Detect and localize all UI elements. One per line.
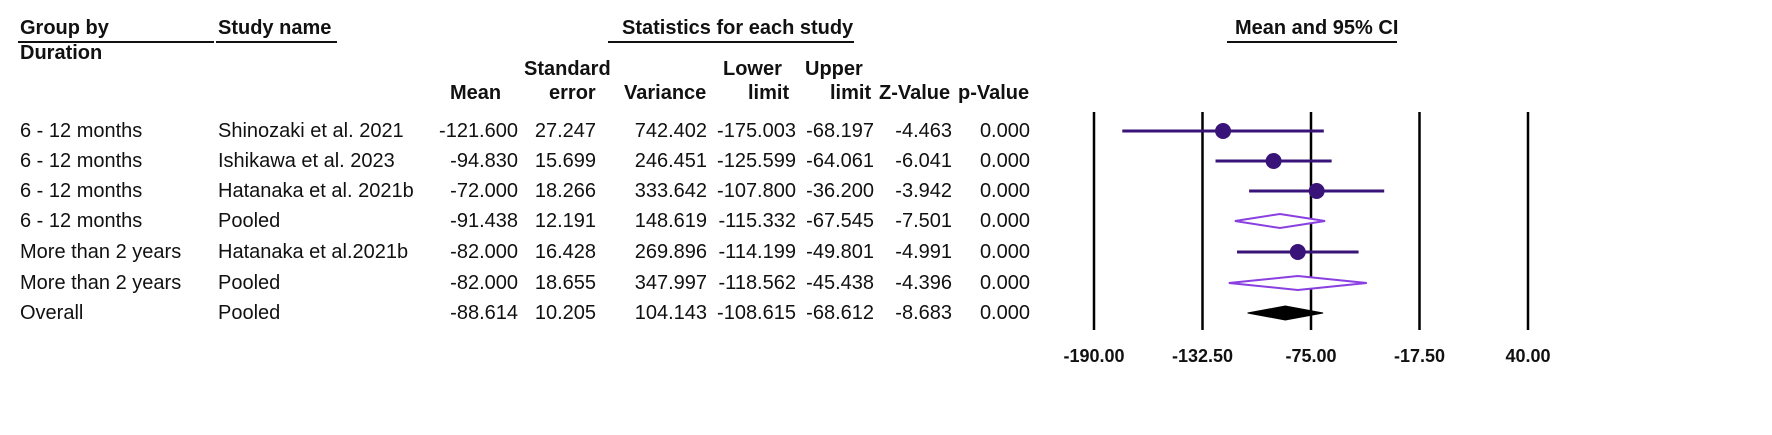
upper-cell: -67.545	[806, 210, 874, 232]
x-tick-label: -190.00	[1063, 346, 1124, 366]
p-cell: 0.000	[979, 210, 1030, 232]
plot-underline	[1227, 41, 1397, 43]
variance-cell: 347.997	[634, 272, 707, 294]
upper-cell: -45.438	[806, 272, 874, 294]
p-cell: 0.000	[979, 241, 1030, 263]
variance-cell: 333.642	[634, 180, 707, 202]
p-cell: 0.000	[979, 180, 1030, 202]
mean-cell: -121.600	[439, 120, 518, 142]
variance-cell: 148.619	[634, 210, 707, 232]
overall-diamond	[1247, 305, 1324, 321]
group-cell: Overall	[20, 302, 84, 324]
upper-header-line1: Upper	[805, 58, 863, 80]
group-cell: 6 - 12 months	[20, 150, 143, 172]
study-cell: Pooled	[218, 302, 281, 324]
study-cell: Hatanaka et al. 2021b	[218, 180, 414, 202]
plot-title: Mean and 95% CI	[1235, 17, 1399, 39]
z-cell: -4.463	[895, 120, 952, 142]
p-header: p-Value	[958, 82, 1030, 104]
se-cell: 27.247	[534, 120, 596, 142]
variance-cell: 246.451	[634, 150, 707, 172]
study-cell: Shinozaki et al. 2021	[218, 120, 404, 142]
z-header: Z-Value	[879, 82, 951, 104]
group-cell: More than 2 years	[20, 241, 182, 263]
variance-cell: 104.143	[634, 302, 707, 324]
x-tick-label: -75.00	[1285, 346, 1336, 366]
x-tick-label: -17.50	[1394, 346, 1445, 366]
z-cell: -4.991	[895, 241, 952, 263]
duration-header: Duration	[20, 42, 103, 64]
z-cell: -3.942	[895, 180, 952, 202]
mean-cell: -82.000	[450, 272, 518, 294]
x-tick-label: -132.50	[1172, 346, 1233, 366]
variance-cell: 742.402	[634, 120, 707, 142]
mean-cell: -82.000	[450, 241, 518, 263]
group-cell: More than 2 years	[20, 272, 182, 294]
mean-cell: -72.000	[450, 180, 518, 202]
p-cell: 0.000	[979, 150, 1030, 172]
subtotal-diamond	[1228, 274, 1367, 292]
stats-title: Statistics for each study	[622, 17, 854, 39]
mean-cell: -94.830	[450, 150, 518, 172]
group-by-header: Group by	[20, 17, 109, 39]
lower-cell: -108.615	[717, 302, 796, 324]
lower-cell: -115.332	[718, 210, 796, 232]
variance-header: Variance	[624, 82, 707, 104]
study-point	[1215, 123, 1232, 139]
study-name-header: Study name	[218, 17, 332, 39]
se-cell: 18.266	[534, 180, 596, 202]
upper-cell: -64.061	[806, 150, 874, 172]
z-cell: -4.396	[895, 272, 952, 294]
lower-header-line2: limit	[748, 82, 790, 104]
lower-cell: -107.800	[717, 180, 796, 202]
upper-cell: -68.612	[806, 302, 874, 324]
mean-header: Mean	[450, 82, 502, 104]
p-cell: 0.000	[979, 272, 1030, 294]
se-cell: 12.191	[534, 210, 596, 232]
study-name-underline	[216, 41, 337, 43]
se-cell: 10.205	[534, 302, 596, 324]
se-cell: 18.655	[534, 272, 596, 294]
study-cell: Ishikawa et al. 2023	[218, 150, 395, 172]
mean-cell: -88.614	[450, 302, 518, 324]
se-header-line2: error	[549, 82, 596, 104]
group-cell: 6 - 12 months	[20, 180, 143, 202]
lower-header-line1: Lower	[723, 58, 782, 80]
study-point	[1289, 244, 1306, 260]
lower-cell: -175.003	[717, 120, 796, 142]
p-cell: 0.000	[979, 302, 1030, 324]
upper-cell: -49.801	[806, 241, 874, 263]
variance-cell: 269.896	[634, 241, 707, 263]
z-cell: -8.683	[895, 302, 952, 324]
se-cell: 15.699	[534, 150, 596, 172]
study-cell: Pooled	[218, 272, 281, 294]
lower-cell: -118.562	[718, 272, 796, 294]
p-cell: 0.000	[979, 120, 1030, 142]
lower-cell: -114.199	[718, 241, 796, 263]
study-point	[1308, 183, 1325, 199]
mean-cell: -91.438	[450, 210, 518, 232]
stats-underline	[608, 41, 854, 43]
group-cell: 6 - 12 months	[20, 120, 143, 142]
lower-cell: -125.599	[717, 150, 796, 172]
group-by-underline	[18, 41, 214, 43]
z-cell: -7.501	[895, 210, 952, 232]
upper-cell: -68.197	[806, 120, 874, 142]
se-header-line1: Standard	[524, 58, 611, 80]
z-cell: -6.041	[895, 150, 952, 172]
x-tick-label: 40.00	[1505, 346, 1550, 366]
study-cell: Hatanaka et al.2021b	[218, 241, 409, 263]
group-cell: 6 - 12 months	[20, 210, 143, 232]
upper-header-line2: limit	[830, 82, 872, 104]
se-cell: 16.428	[534, 241, 596, 263]
study-point	[1265, 153, 1282, 169]
upper-cell: -36.200	[806, 180, 874, 202]
study-cell: Pooled	[218, 210, 281, 232]
subtotal-diamond	[1234, 212, 1326, 230]
